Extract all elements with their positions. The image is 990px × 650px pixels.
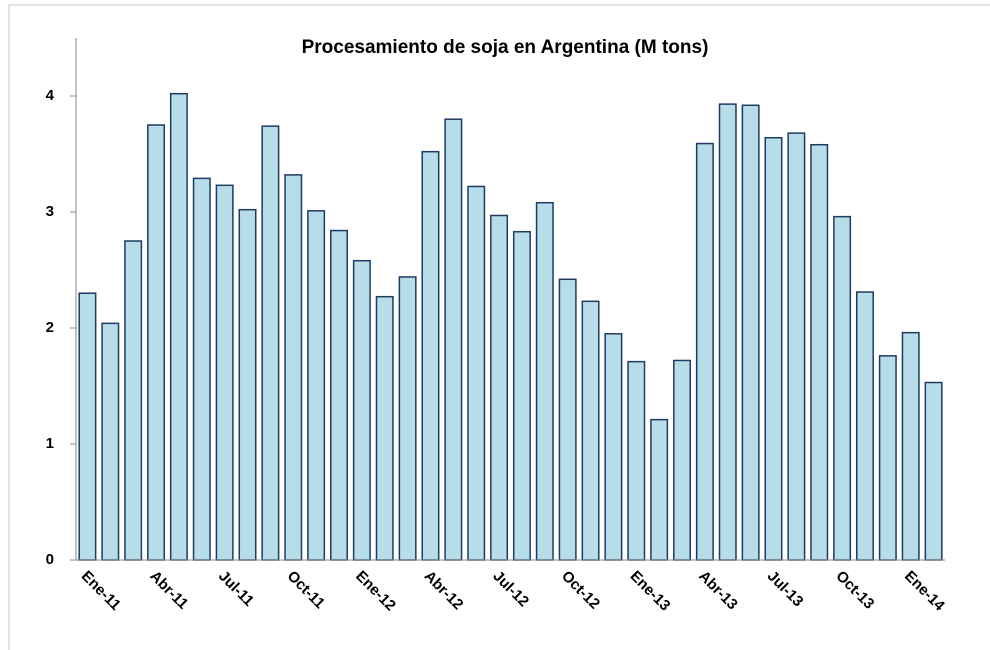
bar [878,355,897,561]
bar [650,418,669,561]
bar [147,124,166,561]
bar [833,215,852,561]
x-tick-label: Jul-12 [489,568,532,611]
x-tick-label: Ene-12 [352,568,399,615]
bar [673,359,691,561]
bar [261,125,280,561]
bar [604,333,623,561]
x-tick-label: Oct-11 [284,568,328,612]
x-tick-label: Abr-11 [146,568,191,613]
bar [284,174,303,561]
y-tick-label: 4 [46,87,55,104]
bar [741,104,760,561]
bar [787,132,806,561]
bar [421,150,440,561]
bar [330,229,348,561]
bar [78,292,97,561]
bar [535,201,554,561]
bar [307,210,326,561]
bar [764,137,783,561]
bar [512,230,531,561]
x-tick-label: Jul-11 [215,568,257,610]
x-tick-label: Ene-14 [901,568,948,615]
bar [467,185,486,561]
bar [192,177,211,561]
x-tick-label: Jul-13 [764,568,807,611]
bar [718,103,737,561]
bar [444,118,463,561]
bar [558,278,577,561]
y-tick-label: 2 [46,319,54,336]
bar [627,360,646,561]
chart-frame [8,4,990,650]
y-tick-label: 1 [46,435,54,452]
y-tick-label: 0 [46,551,54,568]
chart-title: Procesamiento de soja en Argentina (M to… [302,37,709,58]
bar [352,259,371,561]
x-tick-label: Abr-13 [695,568,741,614]
bar [375,295,394,561]
bar [855,291,874,561]
x-tick-label: Ene-11 [78,568,124,614]
x-tick-label: Oct-12 [558,568,603,613]
bar [238,208,257,561]
x-tick-label: Abr-12 [421,568,467,614]
bar [169,92,188,561]
bar [901,331,920,561]
bar [398,276,417,561]
bar [124,240,143,561]
bar [581,300,600,561]
y-tick-label: 3 [46,203,54,220]
bar [490,214,509,561]
bar [101,322,120,561]
bar [810,143,829,561]
bar [695,142,714,561]
x-tick-label: Oct-13 [832,568,877,613]
x-tick-label: Ene-13 [627,568,674,615]
bar [924,381,943,561]
bar [215,184,234,561]
